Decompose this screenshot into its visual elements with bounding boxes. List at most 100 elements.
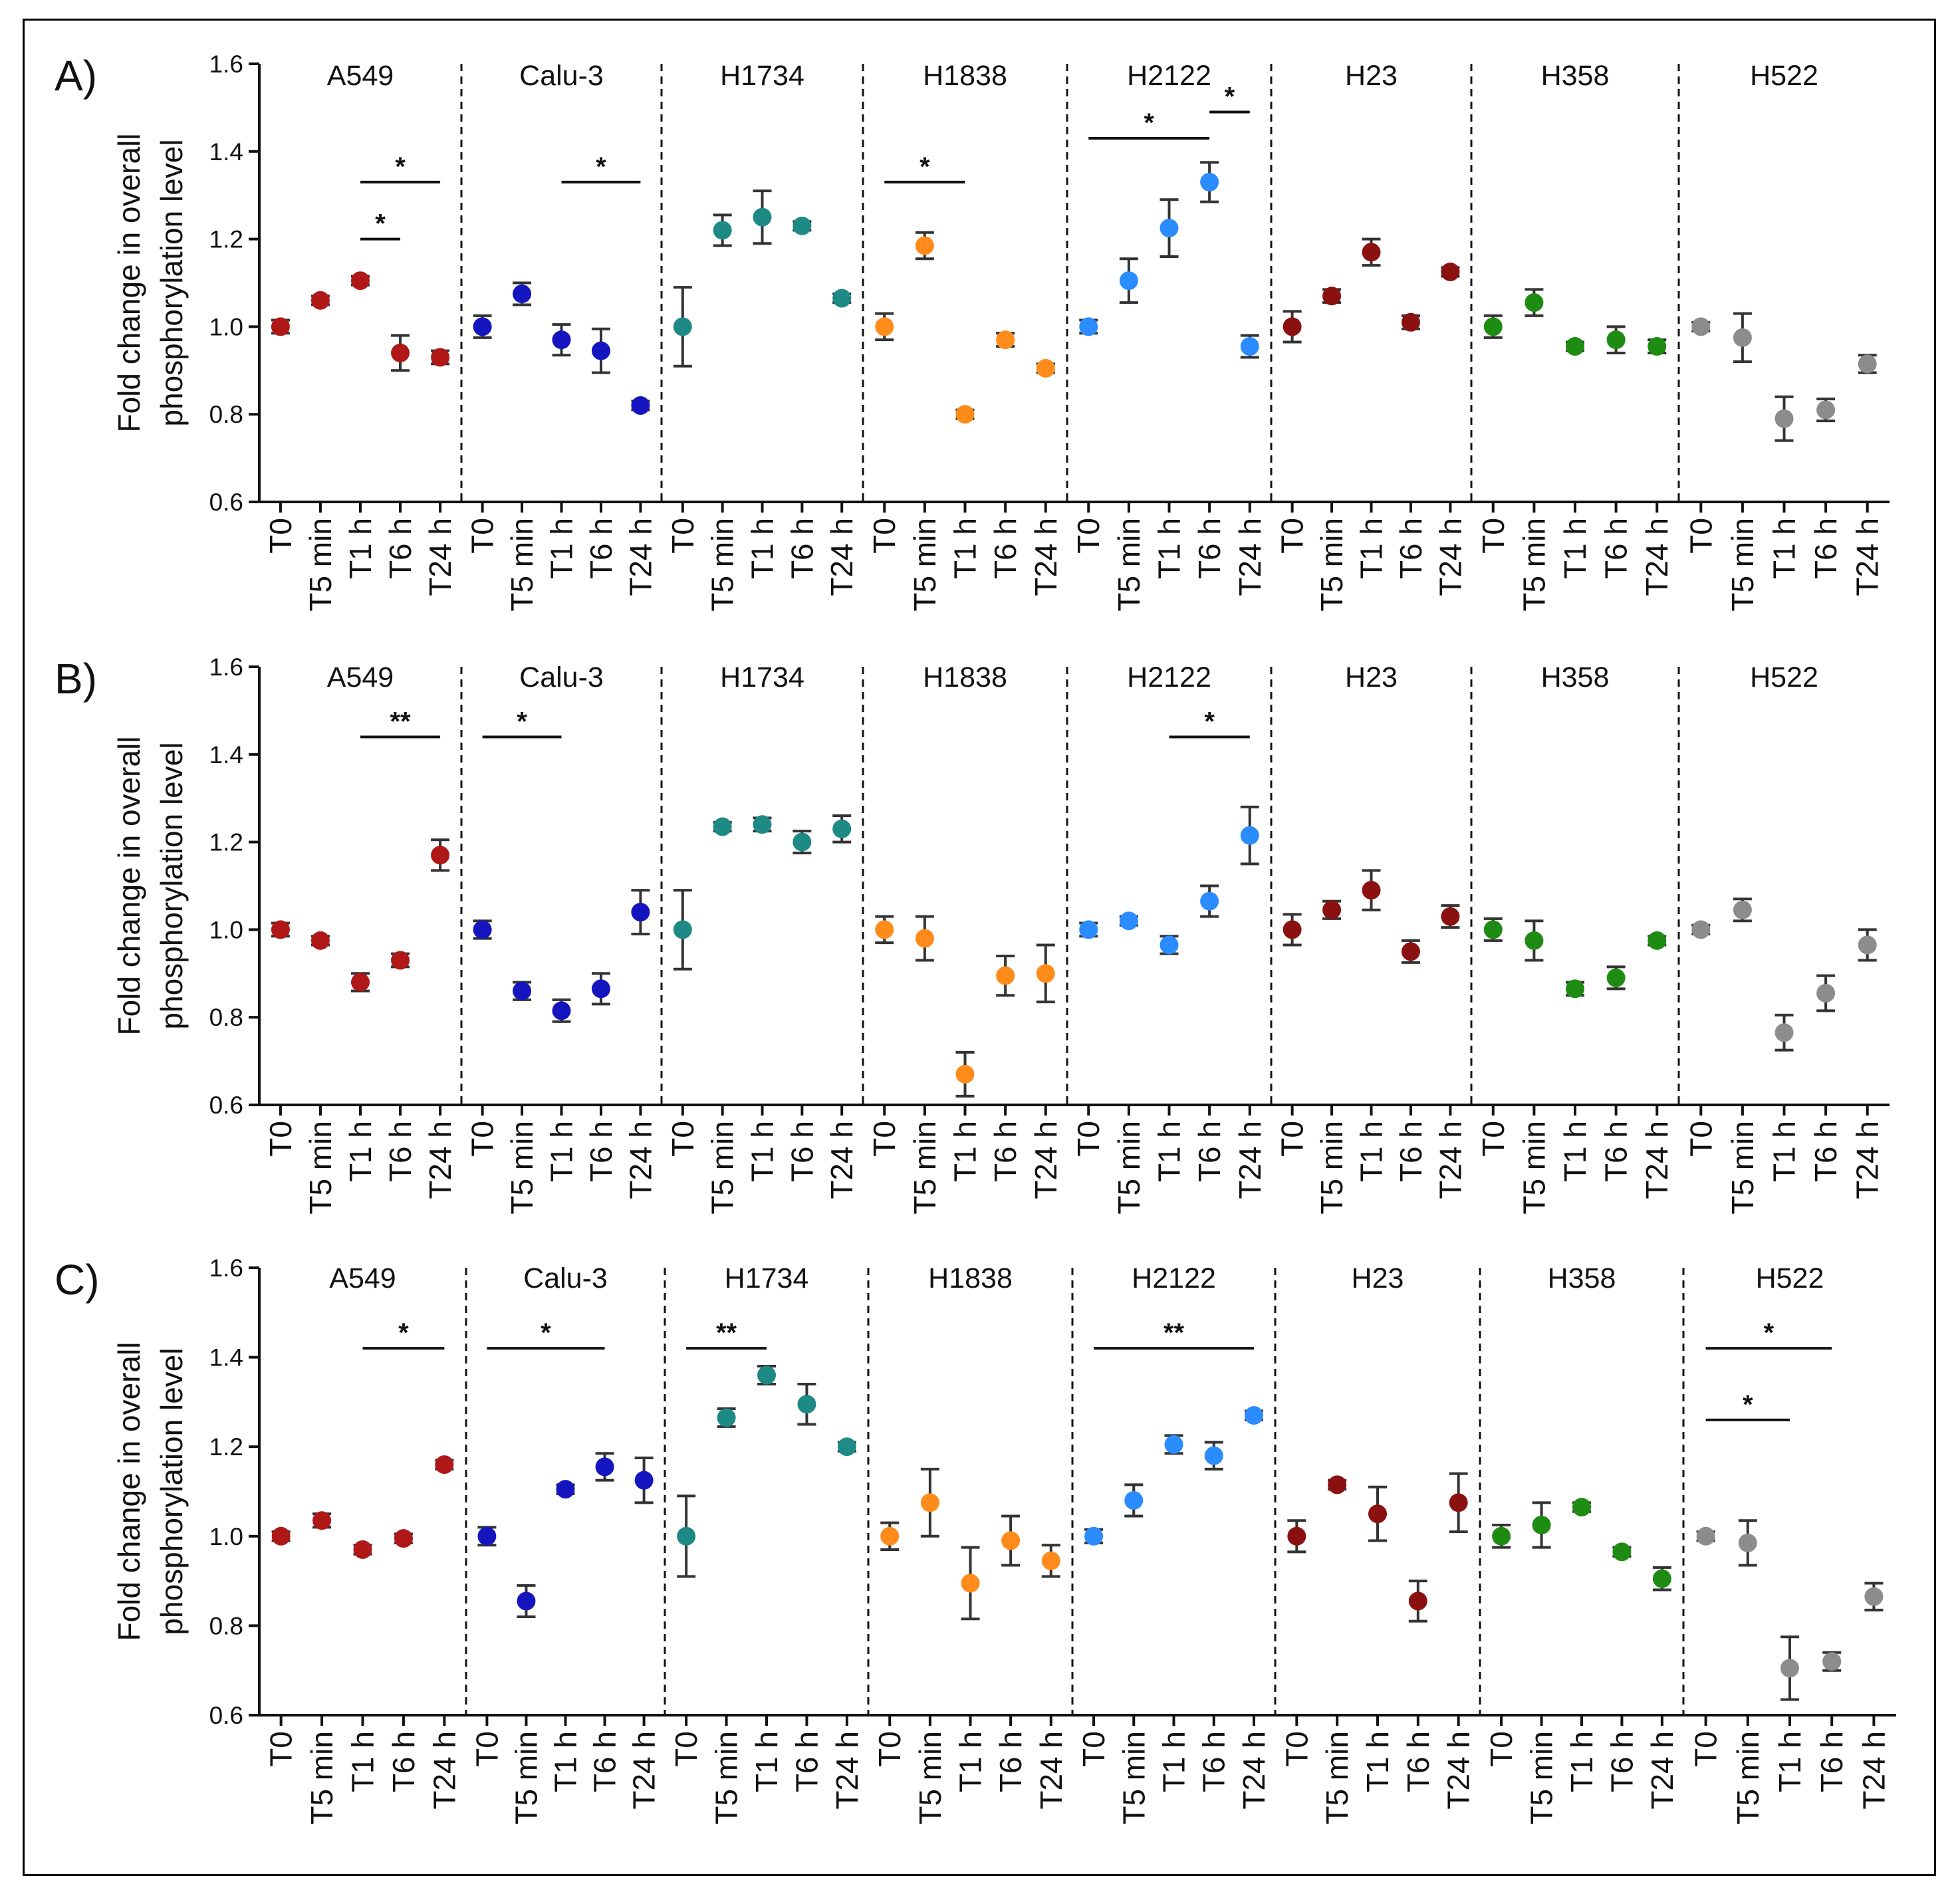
x-tick-label: T1 h [549, 1731, 583, 1792]
x-tick-label: T1 h [343, 1121, 378, 1182]
significance-star: * [517, 707, 527, 736]
data-point [1525, 931, 1544, 950]
x-tick-label: T5 min [303, 1121, 338, 1215]
data-point [915, 236, 934, 255]
x-tick-label: T0 [1279, 1731, 1314, 1767]
x-tick-label: T1 h [1767, 1121, 1802, 1182]
x-tick-label: T1 h [1564, 1731, 1599, 1792]
cell-line-label: Calu-3 [523, 1262, 608, 1294]
y-tick-label: 1.6 [209, 1254, 243, 1282]
x-tick-label: T0 [872, 1731, 907, 1767]
data-point [391, 343, 410, 362]
cell-line-label: H1838 [923, 60, 1007, 92]
cell-line-group-h1838: H1838 T0 T5 min T1 h T6 h T24 h * [867, 60, 1063, 612]
x-tick-label: T5 min [1314, 518, 1349, 612]
x-tick-label: T0 [1071, 518, 1106, 554]
cell-line-group-a549: A549 T0 T5 min T1 h T6 h T24 h * [264, 1262, 462, 1825]
data-point [880, 1526, 900, 1546]
x-tick-label: T5 min [1320, 1731, 1354, 1825]
cell-line-group-h358: H358 T0 T5 min T1 h T6 h T24 h [1476, 661, 1674, 1215]
data-point [1858, 935, 1877, 955]
data-point [1648, 337, 1667, 356]
data-point [915, 929, 934, 948]
cell-line-label: H23 [1352, 1262, 1404, 1294]
x-tick-label: T24 h [824, 518, 859, 596]
significance-star: * [919, 152, 930, 181]
significance-star: * [1764, 1318, 1775, 1348]
x-tick-label: T5 min [908, 1121, 942, 1215]
x-tick-label: T0 [1476, 518, 1511, 554]
data-point [1492, 1526, 1511, 1546]
data-point [310, 931, 330, 950]
data-point [631, 396, 650, 415]
y-tick-label: 1.2 [209, 1433, 243, 1461]
x-tick-label: T24 h [623, 1121, 658, 1199]
data-point [473, 920, 492, 939]
cell-line-label: H1734 [720, 60, 804, 92]
data-point [1240, 337, 1259, 356]
x-tick-label: T1 h [1157, 1731, 1191, 1792]
data-point [753, 207, 772, 227]
x-tick-label: T6 h [993, 1731, 1028, 1792]
y-axis-label: phosphorylation level [154, 139, 189, 426]
cell-line-group-h522: H522 T0 T5 min T1 h T6 h T24 h [1683, 60, 1884, 612]
data-point [1160, 219, 1179, 238]
x-tick-label: T6 h [1401, 1731, 1435, 1792]
cell-line-group-h522: H522 T0 T5 min T1 h T6 h T24 h [1683, 661, 1884, 1215]
x-tick-label: T0 [1076, 1731, 1111, 1767]
data-point [310, 291, 330, 310]
x-tick-label: T0 [1275, 518, 1310, 554]
data-point [1696, 1526, 1715, 1546]
x-tick-label: T1 h [1558, 1121, 1592, 1182]
x-tick-label: T5 min [1112, 1121, 1146, 1215]
x-tick-label: T6 h [383, 1121, 418, 1182]
x-tick-label: T1 h [745, 1121, 780, 1182]
x-tick-label: T1 h [948, 1121, 983, 1182]
data-point [1733, 328, 1752, 347]
x-tick-label: T6 h [785, 1121, 819, 1182]
y-tick-label: 1.6 [209, 51, 243, 78]
x-tick-label: T24 h [1850, 518, 1885, 596]
y-tick-label: 0.6 [209, 1702, 243, 1729]
x-tick-label: T24 h [1029, 1121, 1063, 1199]
cell-line-label: H23 [1345, 60, 1398, 92]
chart-panel-b: B) Fold change in overall phosphorylation … [55, 653, 1890, 1215]
x-tick-label: T24 h [1441, 1731, 1476, 1810]
data-point [753, 815, 772, 834]
data-point [1001, 1531, 1021, 1550]
x-tick-label: T24 h [627, 1731, 662, 1810]
cell-line-label: H358 [1541, 60, 1610, 92]
y-axis-label: phosphorylation level [154, 1348, 189, 1635]
x-tick-label: T5 min [1517, 518, 1551, 612]
data-point [556, 1480, 575, 1499]
data-point [591, 341, 610, 360]
x-tick-label: T0 [1275, 1121, 1310, 1157]
cell-line-group-h1838: H1838 T0 T5 min T1 h T6 h T24 h [872, 1262, 1068, 1825]
data-point [591, 979, 610, 999]
significance-star: * [1204, 707, 1215, 736]
data-point [1525, 293, 1544, 312]
cell-line-group-h358: H358 T0 T5 min T1 h T6 h T24 h [1484, 1262, 1679, 1825]
data-point [677, 1526, 696, 1546]
cell-line-label: H1734 [720, 661, 804, 693]
data-point [837, 1437, 856, 1457]
data-point [431, 348, 450, 367]
cell-line-label: H2122 [1127, 661, 1211, 693]
x-tick-label: T5 min [1314, 1121, 1349, 1215]
data-point [1244, 1406, 1263, 1425]
x-tick-label: T24 h [1856, 1731, 1891, 1810]
x-tick-label: T24 h [1237, 1731, 1271, 1810]
data-point [1036, 359, 1055, 378]
data-point [1084, 1526, 1104, 1546]
data-point [1287, 1526, 1306, 1546]
x-tick-label: T1 h [343, 518, 378, 579]
data-point [673, 920, 692, 939]
x-tick-label: T5 min [705, 518, 740, 612]
cell-line-group-calu-3: Calu-3 T0 T5 min T1 h T6 h T24 h * [465, 60, 658, 612]
data-point [353, 1540, 372, 1559]
data-point [1124, 1490, 1144, 1510]
data-point [1691, 920, 1711, 939]
data-point [1079, 920, 1098, 939]
